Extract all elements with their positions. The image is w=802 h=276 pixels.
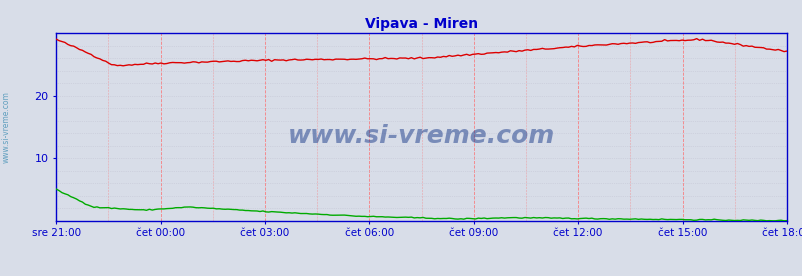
Text: www.si-vreme.com: www.si-vreme.com — [288, 124, 554, 148]
Title: Vipava - Miren: Vipava - Miren — [365, 17, 477, 31]
Text: www.si-vreme.com: www.si-vreme.com — [2, 91, 11, 163]
